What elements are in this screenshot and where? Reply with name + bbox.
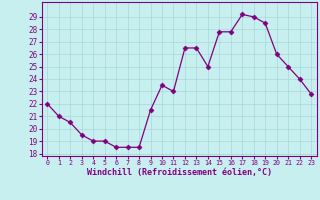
X-axis label: Windchill (Refroidissement éolien,°C): Windchill (Refroidissement éolien,°C) <box>87 168 272 177</box>
